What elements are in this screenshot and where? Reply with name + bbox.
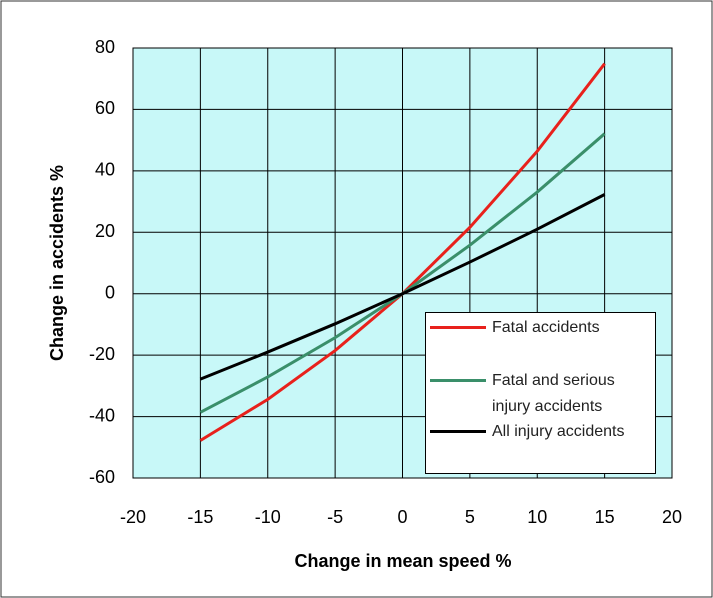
y-tick-label: -60 — [89, 467, 115, 487]
x-tick-label: -10 — [255, 507, 281, 527]
x-tick-label: 0 — [397, 507, 407, 527]
legend-entry: Fatal accidents — [430, 315, 652, 341]
legend-entry: Fatal and serious injury accidents — [430, 368, 652, 420]
y-tick-label: 80 — [95, 37, 115, 57]
legend-entry: All injury accidents — [430, 419, 652, 445]
x-tick-label: -15 — [187, 507, 213, 527]
y-tick-label: 0 — [105, 282, 115, 302]
y-tick-label: -20 — [89, 344, 115, 364]
legend: Fatal accidents Fatal and serious injury … — [425, 312, 656, 474]
legend-label: Fatal accidents — [492, 319, 600, 336]
legend-label: All injury accidents — [492, 423, 625, 440]
x-tick-label: 20 — [662, 507, 682, 527]
legend-label: Fatal and serious injury accidents — [492, 372, 615, 415]
x-axis-label: Change in mean speed % — [294, 551, 511, 571]
x-tick-label: 10 — [527, 507, 547, 527]
y-tick-label: -40 — [89, 405, 115, 425]
x-tick-label: 15 — [595, 507, 615, 527]
x-tick-label: 5 — [465, 507, 475, 527]
x-tick-label: -5 — [327, 507, 343, 527]
y-tick-label: 20 — [95, 221, 115, 241]
x-tick-label: -20 — [120, 507, 146, 527]
legend-swatch — [430, 430, 486, 433]
legend-swatch — [430, 326, 486, 329]
y-tick-label: 60 — [95, 98, 115, 118]
y-axis-label: Change in accidents % — [47, 165, 67, 361]
legend-swatch — [430, 379, 486, 382]
series-line — [199, 193, 606, 381]
y-tick-label: 40 — [95, 160, 115, 180]
